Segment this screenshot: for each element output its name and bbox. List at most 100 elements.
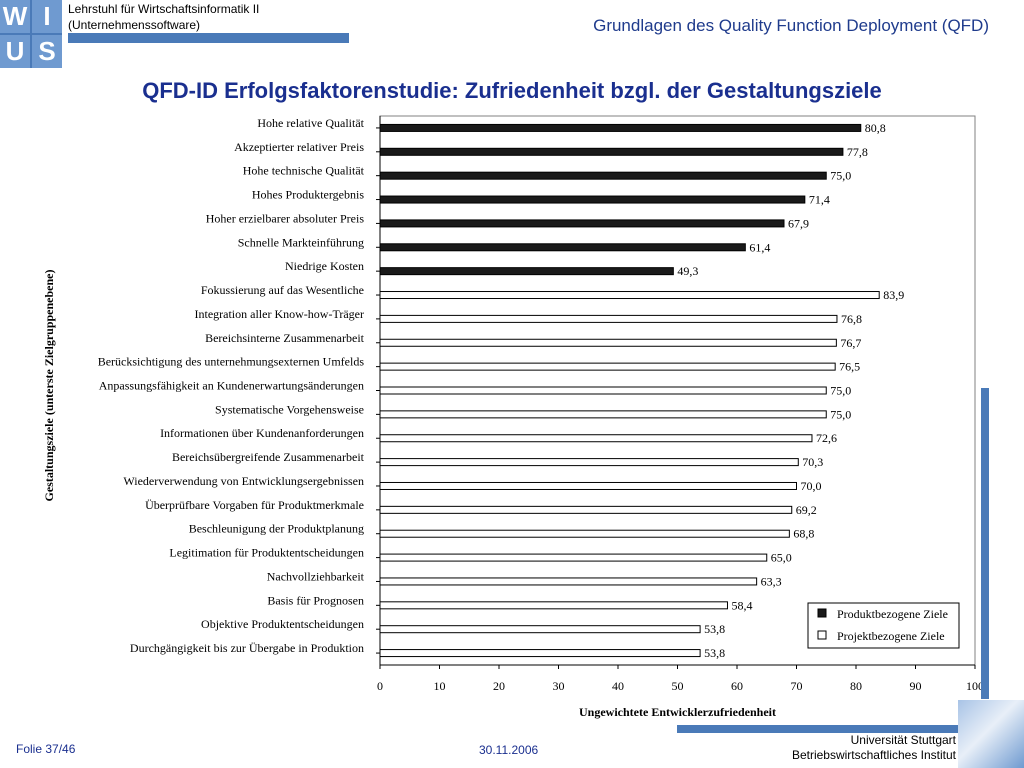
footer-accent-bar — [677, 725, 958, 733]
logo-letter-i: I — [32, 0, 62, 33]
category-label: Bereichsinterne Zusammenarbeit — [205, 331, 365, 345]
category-label: Anpassungsfähigkeit an Kundenerwartungsä… — [99, 379, 364, 393]
bar — [379, 505, 793, 514]
value-label: 61,4 — [749, 240, 770, 254]
bar — [379, 410, 827, 419]
category-label: Hoher erzielbarer absoluter Preis — [206, 211, 365, 225]
x-tick-label: 20 — [493, 679, 505, 693]
category-label: Überprüfbare Vorgaben für Produktmerkmal… — [145, 498, 364, 512]
value-label: 76,8 — [841, 312, 862, 326]
footer-institute: Betriebswirtschaftliches Institut — [791, 748, 956, 762]
bar — [379, 314, 838, 323]
bar — [379, 481, 797, 490]
legend-box — [807, 602, 960, 649]
logo-letter-u: U — [0, 35, 30, 68]
value-label: 69,2 — [796, 503, 817, 517]
value-label: 49,3 — [677, 264, 698, 278]
x-tick-label: 80 — [850, 679, 862, 693]
x-tick-label: 0 — [377, 679, 383, 693]
category-label: Akzeptierter relativer Preis — [234, 140, 364, 154]
category-label: Objektive Produktentscheidungen — [201, 617, 364, 631]
category-label: Integration aller Know-how-Träger — [194, 307, 364, 321]
header-accent-bar — [68, 33, 349, 43]
value-label: 71,4 — [809, 193, 830, 207]
value-label: 67,9 — [788, 216, 809, 230]
slide-number: Folie 37/46 — [16, 742, 76, 756]
bar — [379, 625, 701, 634]
value-label: 70,0 — [801, 479, 822, 493]
bar — [379, 458, 799, 467]
x-tick-label: 60 — [731, 679, 743, 693]
bar — [379, 123, 862, 132]
value-label: 53,8 — [704, 622, 725, 636]
value-label: 80,8 — [865, 121, 886, 135]
value-label: 68,8 — [793, 527, 814, 541]
value-label: 65,0 — [771, 551, 792, 565]
category-label: Durchgängigkeit bis zur Übergabe in Prod… — [130, 641, 364, 655]
chair-line-2: (Unternehmenssoftware) — [68, 18, 201, 32]
x-tick-label: 70 — [791, 679, 803, 693]
category-label: Berücksichtigung des unternehmungsextern… — [98, 355, 365, 369]
bar — [379, 291, 880, 300]
value-label: 53,8 — [704, 646, 725, 660]
slide-date: 30.11.2006 — [479, 743, 539, 757]
value-label: 70,3 — [802, 455, 823, 469]
logo-letter-w: W — [0, 0, 30, 33]
legend-swatch — [817, 608, 827, 618]
category-label: Basis für Prognosen — [267, 593, 364, 607]
x-tick-label: 50 — [672, 679, 684, 693]
corner-building-image — [958, 700, 1024, 768]
x-tick-label: 10 — [434, 679, 446, 693]
category-label: Hohe technische Qualität — [243, 164, 365, 178]
x-tick-label: 100 — [966, 679, 984, 693]
bar — [379, 434, 813, 443]
slide-title: QFD-ID Erfolgsfaktorenstudie: Zufriedenh… — [142, 78, 882, 103]
bar — [379, 243, 746, 252]
x-tick-label: 30 — [553, 679, 565, 693]
footer-university: Universität Stuttgart — [850, 733, 956, 747]
bar — [379, 601, 728, 610]
value-label: 75,0 — [830, 384, 851, 398]
value-label: 75,0 — [830, 407, 851, 421]
category-label: Schnelle Markteinführung — [238, 235, 364, 249]
x-tick-label: 90 — [910, 679, 922, 693]
category-label: Fokussierung auf das Wesentliche — [201, 283, 364, 297]
x-tick-label: 40 — [612, 679, 624, 693]
legend-label: Projektbezogene Ziele — [837, 629, 945, 643]
value-label: 83,9 — [883, 288, 904, 302]
category-label: Bereichsübergreifende Zusammenarbeit — [172, 450, 365, 464]
value-label: 77,8 — [847, 145, 868, 159]
category-label: Informationen über Kundenanforderungen — [160, 426, 364, 440]
chair-line-1: Lehrstuhl für Wirtschaftsinformatik II — [68, 2, 260, 16]
bar — [379, 338, 837, 347]
category-label: Hohe relative Qualität — [257, 116, 364, 130]
category-label: Niedrige Kosten — [285, 259, 364, 273]
bar — [379, 147, 844, 156]
value-label: 63,3 — [761, 574, 782, 588]
legend-swatch — [817, 630, 827, 640]
university-logo: W I U S — [0, 0, 62, 68]
logo-letter-s: S — [32, 35, 62, 68]
footer-institution: Universität Stuttgart Betriebswirtschaft… — [792, 733, 956, 763]
category-label: Systematische Vorgehensweise — [215, 402, 364, 416]
y-axis-title: Gestaltungsziele (unterste Zielgruppeneb… — [42, 270, 56, 502]
bar — [379, 171, 827, 180]
legend-label: Produktbezogene Ziele — [837, 607, 948, 621]
value-label: 75,0 — [830, 169, 851, 183]
bar — [379, 577, 758, 586]
category-label: Beschleunigung der Produktplanung — [189, 522, 364, 536]
bar — [379, 529, 790, 538]
category-label: Legitimation für Produktentscheidungen — [169, 546, 364, 560]
bar — [379, 362, 836, 371]
x-axis-title: Ungewichtete Entwicklerzufriedenheit — [579, 705, 776, 719]
bar — [379, 219, 785, 228]
value-label: 76,5 — [839, 360, 860, 374]
category-label: Wiederverwendung von Entwicklungsergebni… — [123, 474, 364, 488]
bar — [379, 649, 701, 658]
chair-name: Lehrstuhl für Wirtschaftsinformatik II (… — [68, 1, 259, 33]
bar — [379, 195, 806, 204]
bar — [379, 267, 674, 276]
side-accent-bar — [981, 388, 989, 699]
category-label: Hohes Produktergebnis — [252, 188, 364, 202]
